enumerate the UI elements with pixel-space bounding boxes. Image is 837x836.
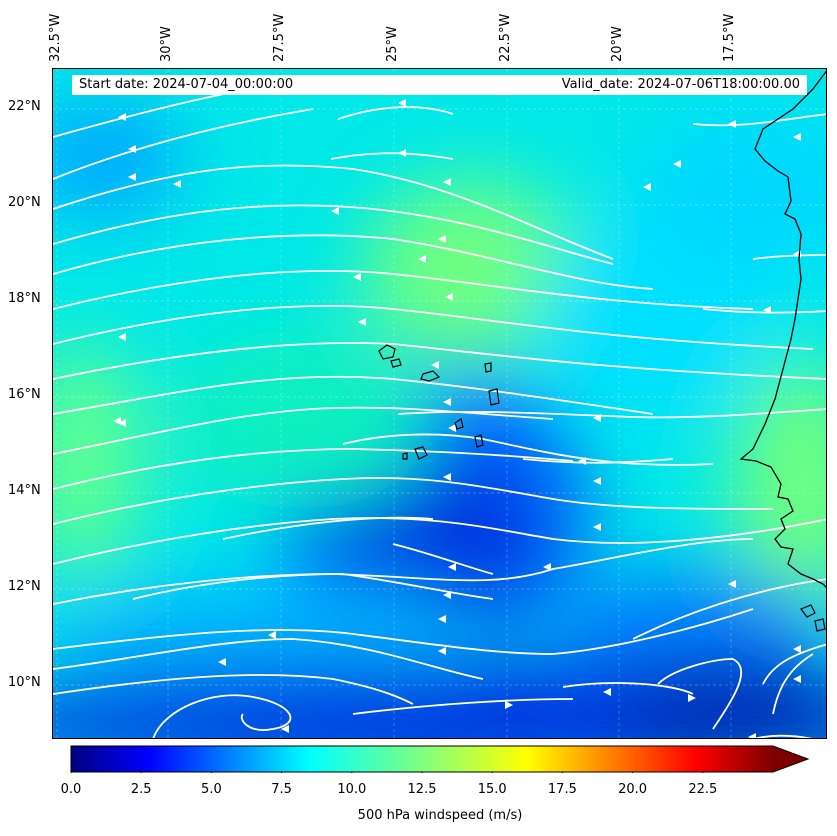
longitude-label: 27.5°W (272, 13, 287, 62)
streamline-arrows (113, 99, 801, 738)
windspeed-map (53, 69, 826, 738)
colorbar-tick-label: 12.5 (407, 782, 437, 797)
colorbar-tick-label: 7.5 (271, 782, 292, 797)
bijagos-islands (800, 604, 826, 632)
start-date-text: Start date: 2024-07-04_00:00:00 (79, 77, 294, 92)
colorbar-outline (70, 745, 810, 773)
longitude-label: 17.5°W (722, 13, 737, 62)
colorbar-gradient (71, 746, 773, 772)
latitude-label: 18°N (8, 291, 41, 306)
streamlines (53, 78, 826, 738)
colorbar-tick-label: 20.0 (618, 782, 648, 797)
graticule (53, 69, 826, 738)
map-panel (52, 68, 827, 739)
colorbar-tick-label: 0.0 (60, 782, 82, 797)
longitude-label: 25°W (385, 26, 400, 62)
colorbar-label: 500 hPa windspeed (m/s) (357, 808, 523, 823)
latitude-label: 10°N (8, 675, 41, 690)
colorbar-tick-label: 17.5 (547, 782, 577, 797)
longitude-label: 30°W (159, 26, 174, 62)
longitude-label: 32.5°W (48, 13, 63, 62)
coastline (739, 70, 826, 588)
colorbar-tick-label: 15.0 (477, 782, 507, 797)
cape-verde-islands (378, 344, 500, 460)
latitude-label: 22°N (8, 99, 41, 114)
latitude-label: 12°N (8, 579, 41, 594)
colorbar-tick-label: 5.0 (201, 782, 222, 797)
colorbar-extend-arrow (773, 746, 808, 772)
valid-date-text: Valid_date: 2024-07-06T18:00:00.00 (561, 77, 800, 92)
colorbar-tick-label: 2.5 (130, 782, 152, 797)
colorbar-tick-label: 22.5 (688, 782, 718, 797)
longitude-label: 20°W (610, 26, 625, 62)
latitude-label: 14°N (8, 483, 41, 498)
latitude-label: 16°N (8, 387, 41, 402)
colorbar (70, 745, 810, 773)
info-bar: Start date: 2024-07-04_00:00:00 Valid_da… (72, 75, 807, 95)
longitude-label: 22.5°W (498, 13, 513, 62)
colorbar-tick-label: 10.0 (337, 782, 367, 797)
latitude-label: 20°N (8, 195, 41, 210)
